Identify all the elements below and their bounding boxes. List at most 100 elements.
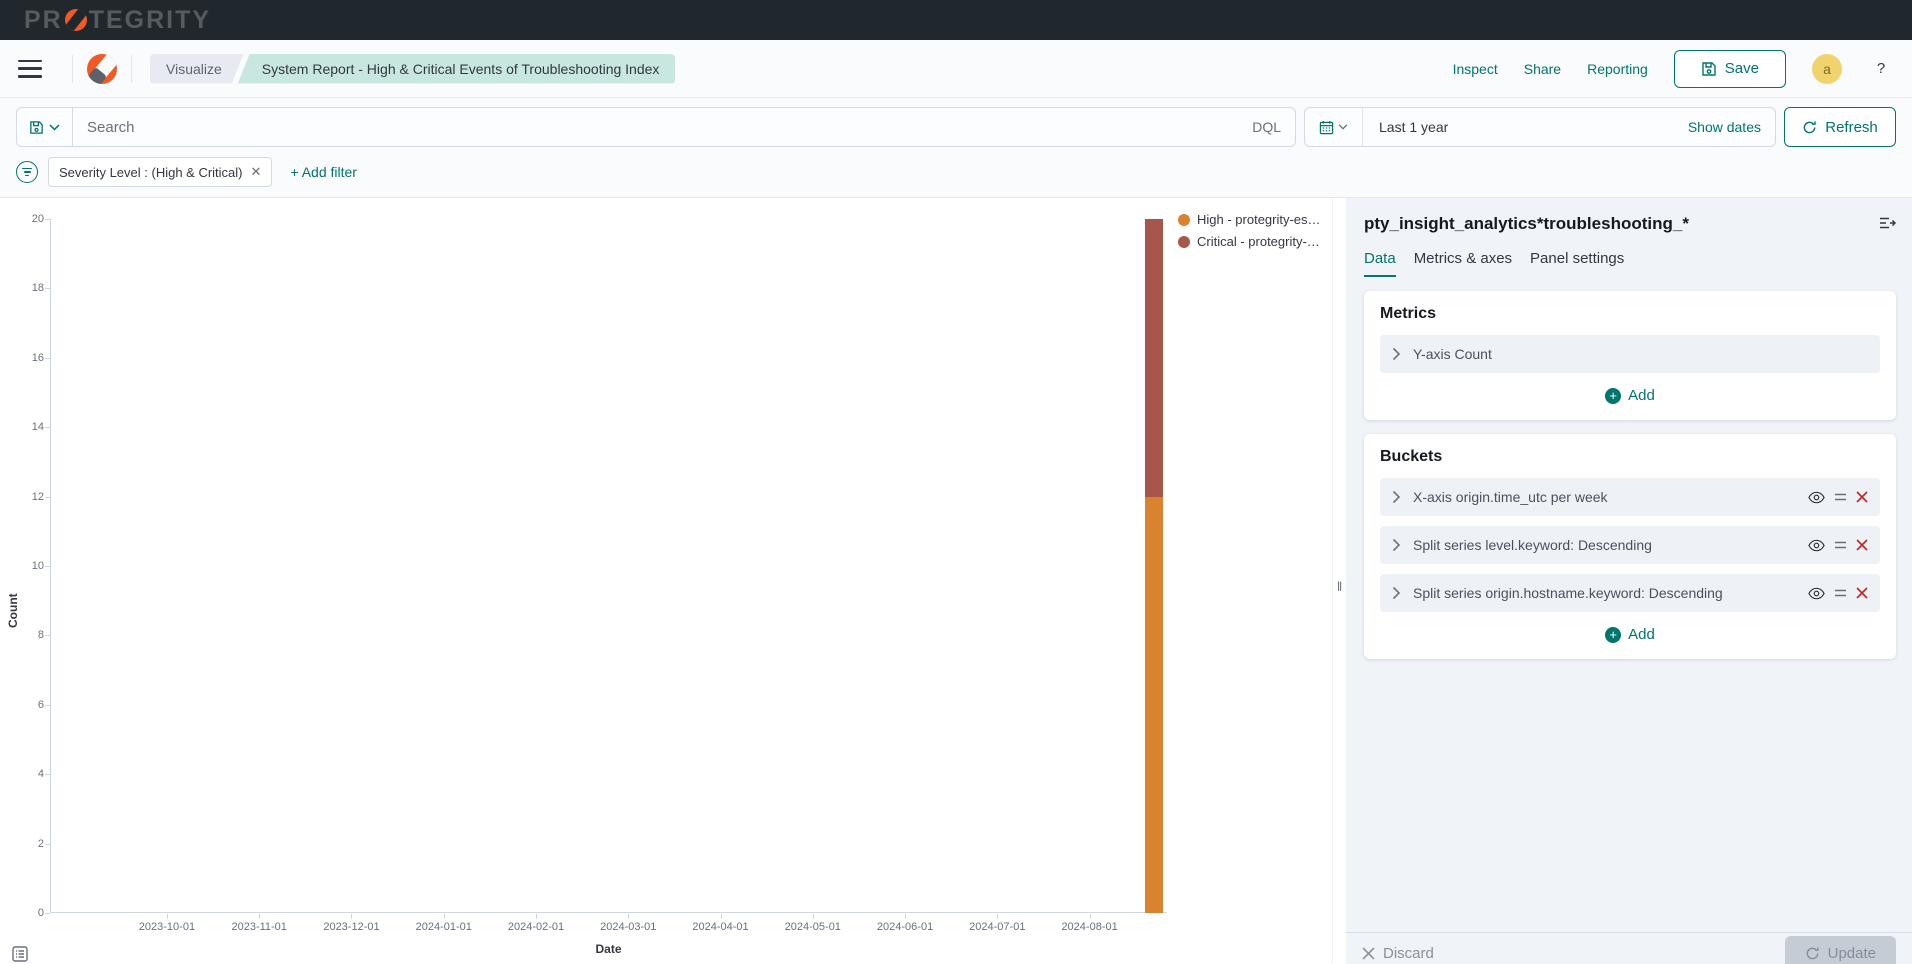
drag-handle-icon[interactable]: [1834, 493, 1847, 501]
x-axis-title: Date: [595, 942, 622, 956]
chevron-right-icon: [1392, 586, 1401, 600]
app-header: Visualize System Report - High & Critica…: [0, 40, 1912, 98]
app-logo-icon[interactable]: [87, 53, 117, 84]
bucket-row[interactable]: Split series level.keyword: Descending: [1380, 526, 1880, 564]
visualization-chart: Count 0 2 4 6 8 10 12 14 16 18 20 2023-10-01 2023-1…: [0, 198, 1332, 964]
bucket-row[interactable]: X-axis origin.time_utc per week: [1380, 478, 1880, 516]
legend-item[interactable]: High - protegrity-es…: [1178, 212, 1321, 227]
drag-handle-icon[interactable]: [1834, 589, 1847, 597]
add-metric-button[interactable]: + Add: [1380, 387, 1880, 404]
y-axis-tick-label: 14: [31, 421, 44, 434]
chevron-right-icon: [1392, 490, 1401, 504]
divider: [72, 54, 73, 83]
x-axis-tick-mark: [166, 914, 168, 919]
save-icon: [1701, 61, 1717, 77]
avatar[interactable]: a: [1812, 53, 1842, 84]
menu-icon[interactable]: [18, 59, 42, 78]
add-bucket-button[interactable]: + Add: [1380, 626, 1880, 643]
toggle-visibility-icon[interactable]: [1808, 539, 1825, 552]
filter-pill-severity-level[interactable]: Severity Level : (High & Critical) ✕: [48, 157, 273, 187]
x-axis-tick-mark: [905, 914, 907, 919]
legend-item[interactable]: Critical - protegrity-…: [1178, 234, 1321, 249]
y-axis-tick-mark: [45, 357, 50, 359]
chevron-down-icon: [49, 123, 60, 131]
delete-icon[interactable]: [1856, 587, 1868, 599]
buckets-card-title: Buckets: [1380, 448, 1443, 465]
discard-button[interactable]: Discard: [1362, 945, 1434, 962]
search-field: DQL: [16, 107, 1296, 147]
editor-tabs: Data Metrics & axes Panel settings: [1364, 250, 1896, 277]
chart-legend: High - protegrity-es… Critical - protegri…: [1178, 212, 1321, 249]
show-dates-button[interactable]: Show dates: [1687, 119, 1761, 135]
y-axis-tick-mark: [45, 427, 50, 429]
filter-options-icon[interactable]: [16, 161, 38, 183]
tab-metrics-axes[interactable]: Metrics & axes: [1413, 250, 1513, 267]
metrics-card-title: Metrics: [1380, 305, 1437, 322]
drag-handle-icon[interactable]: [1834, 541, 1847, 549]
toggle-visibility-icon[interactable]: [1808, 587, 1825, 600]
refresh-icon: [1802, 120, 1817, 135]
plus-icon: +: [1605, 626, 1622, 643]
update-button[interactable]: Update: [1784, 935, 1896, 964]
bar-segment-critical[interactable]: [1144, 219, 1163, 497]
x-axis-tick-label: 2024-03-01: [600, 921, 657, 933]
chevron-right-icon: [1392, 347, 1401, 361]
panel-resize-handle[interactable]: ‖: [1332, 198, 1346, 964]
y-axis-tick-mark: [45, 288, 50, 290]
calendar-icon: [1319, 120, 1334, 135]
breadcrumb-visualize[interactable]: Visualize: [150, 54, 244, 84]
bar-segment-high[interactable]: [1144, 496, 1163, 913]
reporting-link[interactable]: Reporting: [1587, 60, 1648, 77]
refresh-button[interactable]: Refresh: [1784, 107, 1896, 147]
editor-footer: Discard Update: [1346, 932, 1912, 964]
y-axis-tick-mark: [45, 496, 50, 498]
breadcrumb: Visualize System Report - High & Critica…: [150, 53, 676, 84]
search-input[interactable]: [73, 118, 1239, 136]
y-axis-tick-mark: [45, 635, 50, 637]
date-picker: Last 1 year Show dates: [1304, 107, 1776, 147]
x-axis-tick-mark: [443, 914, 445, 919]
share-link[interactable]: Share: [1523, 60, 1562, 77]
visualization-editor-panel: pty_insight_analytics*troubleshooting_* …: [1346, 198, 1912, 964]
y-axis-tick-label: 20: [31, 213, 44, 225]
x-axis-tick-label: 2023-12-01: [323, 921, 380, 933]
bucket-row-label: X-axis origin.time_utc per week: [1413, 489, 1608, 505]
add-metric-label: Add: [1628, 387, 1655, 404]
help-icon[interactable]: ?: [1876, 60, 1886, 77]
save-button[interactable]: Save: [1673, 49, 1786, 88]
divider: [131, 54, 132, 83]
tab-data[interactable]: Data: [1364, 250, 1396, 277]
tab-panel-settings[interactable]: Panel settings: [1530, 250, 1625, 267]
brand-text-pre: PR: [24, 5, 63, 34]
remove-filter-icon[interactable]: ✕: [250, 164, 262, 179]
bucket-row[interactable]: Split series origin.hostname.keyword: De…: [1380, 574, 1880, 612]
breadcrumb-current-visualization: System Report - High & Critical Events o…: [237, 53, 676, 84]
legend-toggle-icon[interactable]: [8, 942, 32, 964]
legend-color-dot: [1178, 213, 1190, 226]
metric-row[interactable]: Y-axis Count: [1380, 335, 1880, 373]
add-filter-button[interactable]: + Add filter: [290, 164, 357, 180]
delete-icon[interactable]: [1856, 539, 1868, 551]
discard-x-icon: [1362, 947, 1375, 960]
inspect-link[interactable]: Inspect: [1452, 60, 1498, 77]
calendar-menu-button[interactable]: [1305, 108, 1363, 146]
query-language-button[interactable]: DQL: [1252, 119, 1281, 135]
time-range-value[interactable]: Last 1 year: [1379, 119, 1449, 135]
add-bucket-label: Add: [1628, 626, 1655, 643]
legend-color-dot: [1178, 235, 1190, 248]
saved-query-menu-button[interactable]: [17, 108, 73, 146]
x-axis-tick-label: 2024-04-01: [692, 921, 749, 933]
update-refresh-icon: [1806, 947, 1819, 960]
save-button-label: Save: [1724, 60, 1759, 77]
collapse-panel-icon[interactable]: [1879, 216, 1896, 230]
brand-o-icon: [64, 9, 87, 31]
delete-icon[interactable]: [1856, 491, 1868, 503]
filter-bar: Severity Level : (High & Critical) ✕ + A…: [0, 153, 1912, 198]
y-axis-tick-label: 18: [31, 282, 44, 295]
top-brand-bar: PR TEGRITY: [0, 0, 1912, 40]
x-axis-tick-label: 2024-05-01: [784, 921, 841, 933]
y-axis-tick-label: 8: [37, 629, 44, 642]
buckets-card: Buckets X-axis origin.time_utc per week S…: [1364, 434, 1896, 659]
toggle-visibility-icon[interactable]: [1808, 491, 1825, 504]
y-axis-tick-mark: [45, 843, 50, 845]
